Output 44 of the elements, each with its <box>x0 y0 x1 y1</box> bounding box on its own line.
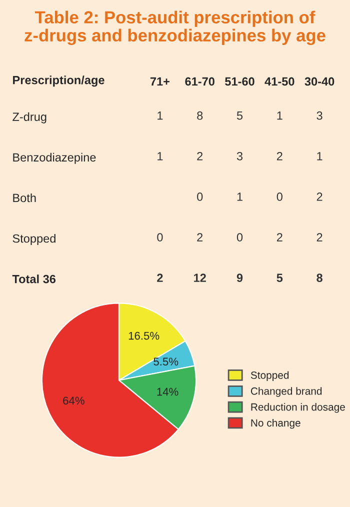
x-tick-label: 71+ <box>150 77 170 86</box>
data-label: 5.5% <box>154 358 178 366</box>
legend-label: Reduction in dosage <box>251 403 345 413</box>
data-label: 1 <box>237 192 242 201</box>
data-label: 14% <box>157 388 178 396</box>
data-label: 8 <box>316 274 322 282</box>
data-label: 1 <box>158 152 163 160</box>
data-label: 0 <box>197 192 203 201</box>
y-tick-label: Total 36 <box>12 274 56 284</box>
data-label: 2 <box>276 233 282 242</box>
data-label: 5 <box>276 274 283 282</box>
y-tick-label: Z-drug <box>12 112 46 124</box>
data-label: 2 <box>316 192 322 201</box>
y-axis-title: Prescription/age <box>13 76 104 87</box>
data-label: 0 <box>157 233 163 242</box>
data-label: 2 <box>197 233 203 242</box>
data-label: 3 <box>236 152 243 160</box>
legend-label: Changed brand <box>250 387 322 397</box>
data-label: 1 <box>277 112 282 120</box>
data-label: 12 <box>194 274 206 282</box>
data-label: 0 <box>236 233 243 242</box>
data-label: 1 <box>317 152 322 160</box>
x-tick-label: 30-40 <box>304 77 334 86</box>
data-label: 2 <box>276 152 282 160</box>
data-label: 0 <box>276 192 282 201</box>
chart-title: Table 2: Post-audit prescription of z-drugs and benzodiazepines by age <box>24 10 326 46</box>
x-tick-label: 41-50 <box>264 77 294 86</box>
data-label: 16.5% <box>128 332 160 340</box>
data-label: 5 <box>236 112 243 120</box>
x-tick-label: 61-70 <box>185 77 214 86</box>
data-label: 8 <box>197 111 203 120</box>
x-tick-label: 51-60 <box>225 77 254 86</box>
data-label: 2 <box>197 152 203 160</box>
legend-label: Stopped <box>250 371 289 381</box>
y-tick-label: Both <box>13 193 36 202</box>
data-label: 64% <box>63 396 84 405</box>
data-label: 2 <box>157 274 163 282</box>
data-label: 1 <box>158 112 163 120</box>
data-label: 9 <box>236 274 243 282</box>
y-tick-label: Stopped <box>12 234 56 246</box>
data-label: 3 <box>316 111 322 120</box>
data-label: 2 <box>316 233 322 242</box>
legend-label: No change <box>251 418 300 429</box>
y-tick-label: Benzodiazepine <box>13 152 96 164</box>
